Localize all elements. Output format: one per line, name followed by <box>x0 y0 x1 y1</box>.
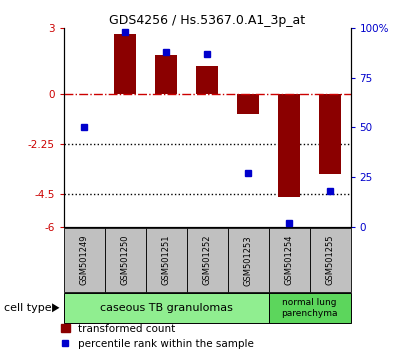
Text: GSM501251: GSM501251 <box>161 235 170 285</box>
Bar <box>145 228 186 292</box>
Text: GSM501253: GSM501253 <box>243 235 252 286</box>
Bar <box>277 95 300 197</box>
Text: GSM501254: GSM501254 <box>284 235 293 285</box>
Title: GDS4256 / Hs.5367.0.A1_3p_at: GDS4256 / Hs.5367.0.A1_3p_at <box>109 14 304 27</box>
Text: caseous TB granulomas: caseous TB granulomas <box>99 303 232 313</box>
Text: normal lung
parenchyma: normal lung parenchyma <box>281 298 337 318</box>
Bar <box>104 228 145 292</box>
Bar <box>113 34 136 95</box>
Bar <box>63 228 104 292</box>
Bar <box>155 55 177 95</box>
Bar <box>268 228 309 292</box>
Text: cell type: cell type <box>4 303 52 313</box>
Bar <box>227 228 268 292</box>
Bar <box>236 95 258 114</box>
Text: GSM501249: GSM501249 <box>79 235 88 285</box>
Text: GSM501252: GSM501252 <box>202 235 211 285</box>
Bar <box>309 228 350 292</box>
Bar <box>186 228 227 292</box>
Text: GSM501255: GSM501255 <box>325 235 334 285</box>
Bar <box>318 95 340 174</box>
Bar <box>196 66 218 95</box>
Text: GSM501250: GSM501250 <box>120 235 129 285</box>
Bar <box>63 293 268 323</box>
Bar <box>268 293 350 323</box>
Legend: transformed count, percentile rank within the sample: transformed count, percentile rank withi… <box>61 324 254 349</box>
